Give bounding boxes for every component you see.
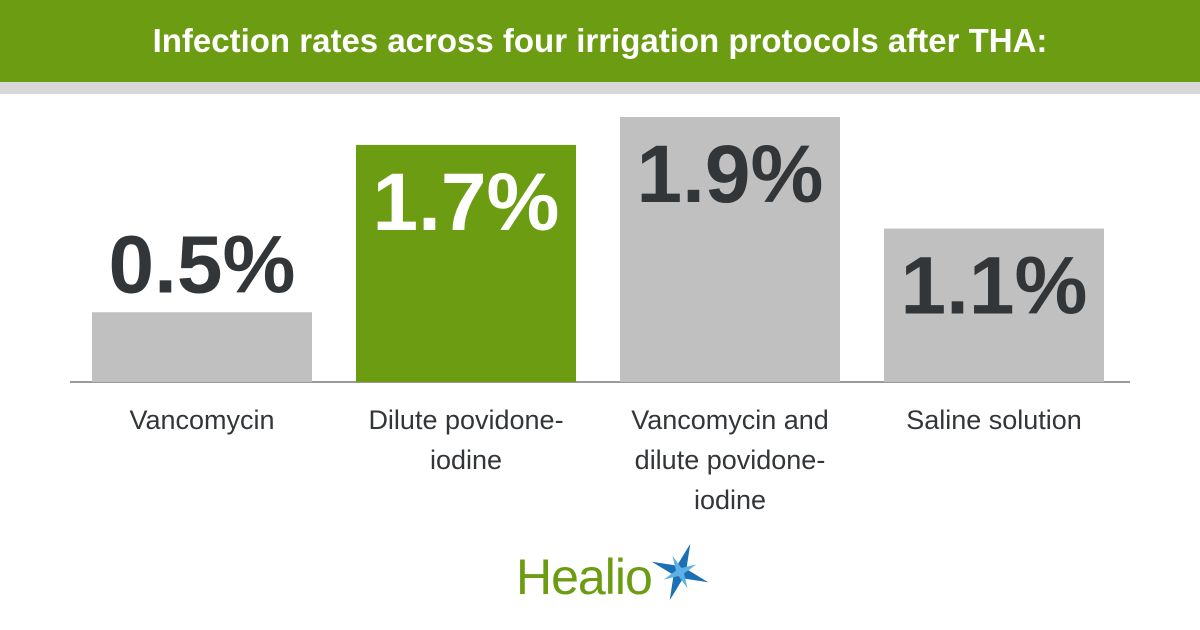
bar xyxy=(356,144,576,382)
bar xyxy=(620,117,840,382)
category-label: Dilute povidone-iodine xyxy=(368,405,564,475)
category-label: Saline solution xyxy=(906,405,1082,435)
value-label: 0.5% xyxy=(109,219,296,310)
category-label: Vancomycin xyxy=(129,405,275,435)
banner-stripe xyxy=(0,82,1200,94)
chart-title: Infection rates across four irrigation p… xyxy=(0,0,1200,82)
category-label: Vancomycin and dilute povidone-iodine xyxy=(631,405,829,515)
value-label: 1.9% xyxy=(637,129,824,220)
logo-star xyxy=(651,543,709,601)
bar xyxy=(884,228,1104,382)
value-label: 1.7% xyxy=(373,157,560,248)
logo: Healio xyxy=(516,549,653,605)
value-label: 1.1% xyxy=(901,241,1088,332)
bar xyxy=(92,312,312,382)
